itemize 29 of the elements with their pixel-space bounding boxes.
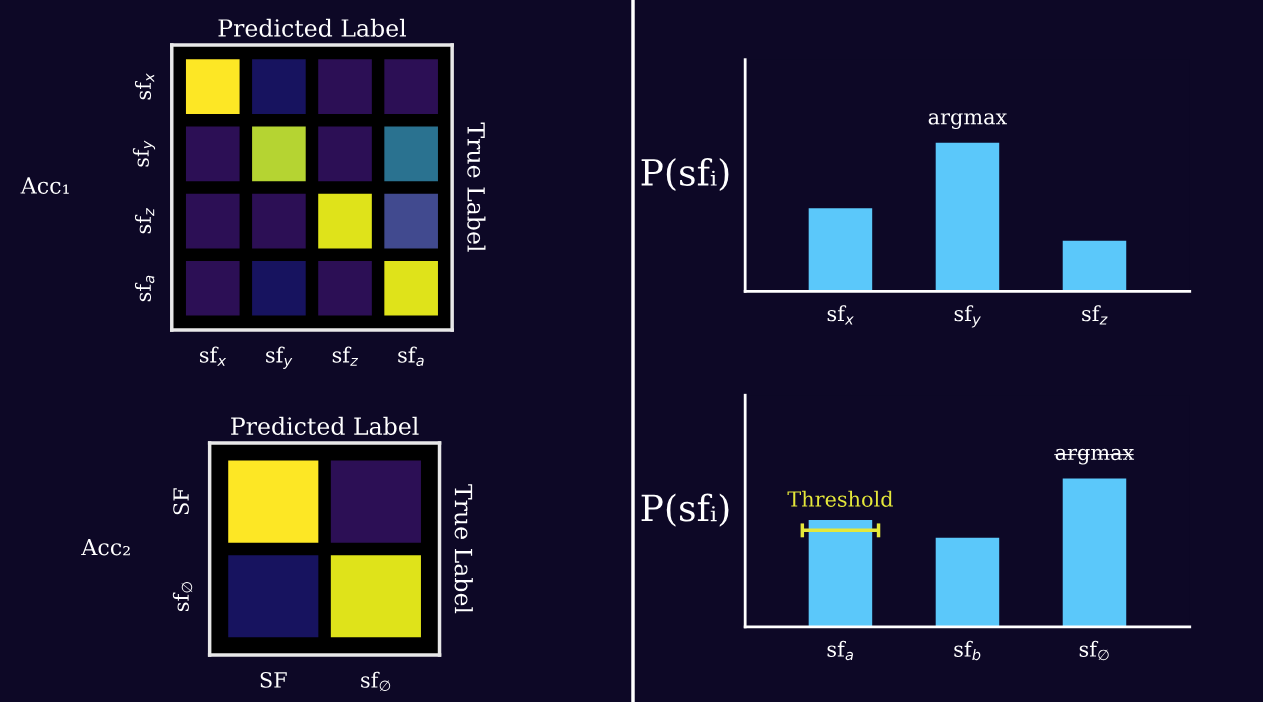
category-label: sf$_{∅}$: [172, 582, 193, 612]
category-label: SF: [173, 488, 189, 515]
category-label: sf$_{z}$: [134, 207, 155, 234]
text: Predicted Label: [231, 416, 419, 435]
category-label: sf$_{∅}$: [361, 671, 391, 692]
y-axis-title: P(sfᵢ): [641, 158, 729, 192]
x-tick-label: sf$_{∅}$: [1079, 640, 1109, 661]
x-tick-label: sf$_{b}$: [954, 640, 981, 661]
category-label: sf$_{a}$: [134, 275, 155, 302]
category-label: sf$_{a}$: [398, 346, 424, 367]
text: Acc₂: [81, 538, 130, 556]
x-tick-label: sf$_{y}$: [954, 305, 981, 328]
text: Predicted Label: [218, 18, 407, 37]
x-tick-label: sf$_{x}$: [827, 305, 854, 325]
text: Acc₁: [20, 177, 69, 194]
x-tick-label: sf$_{z}$: [1082, 305, 1108, 325]
category-label: sf$_{y}$: [266, 346, 293, 369]
category-label: sf$_{x}$: [134, 73, 155, 100]
text: True Label: [467, 122, 486, 252]
y-axis-title: P(sfᵢ): [641, 493, 729, 527]
annotation: argmax: [928, 113, 1008, 129]
category-label: sf$_{z}$: [332, 346, 359, 366]
ref-line-label: Threshold: [787, 490, 893, 507]
category-label: sf$_{x}$: [199, 346, 227, 366]
text: True Label: [454, 484, 473, 614]
category-label: SF: [260, 672, 287, 688]
annotation: a̶r̶g̶m̶a̶x̶: [1054, 448, 1135, 465]
x-tick-label: sf$_{a}$: [827, 640, 853, 661]
category-label: sf$_{y}$: [132, 140, 156, 167]
